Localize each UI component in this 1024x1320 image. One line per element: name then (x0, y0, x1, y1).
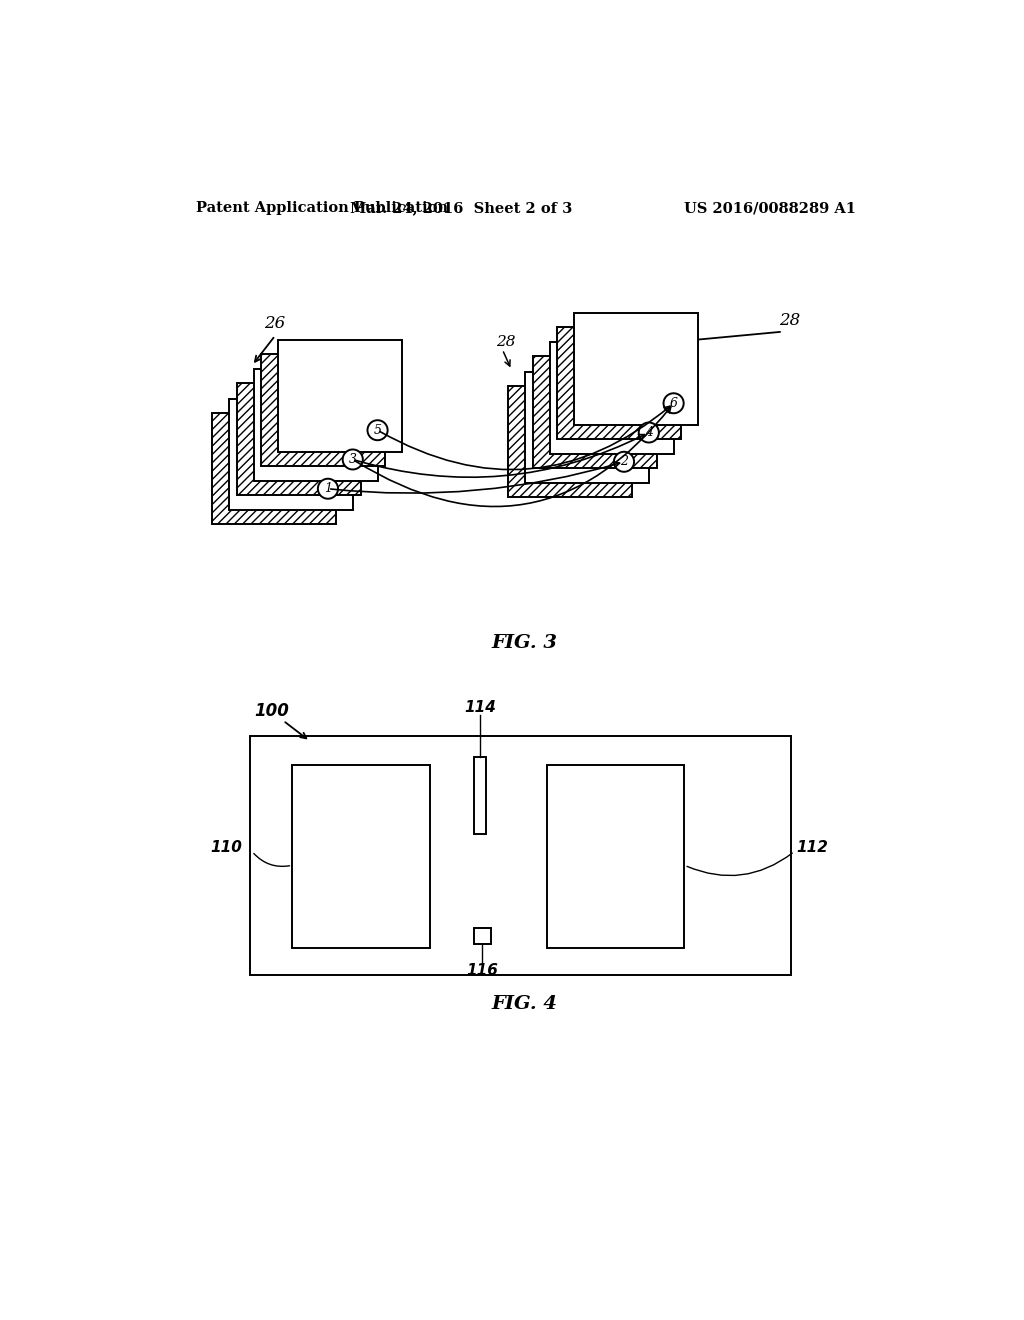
Text: 3: 3 (349, 453, 356, 466)
Text: 28: 28 (779, 312, 800, 329)
Text: 116: 116 (466, 964, 498, 978)
Bar (292, 766, 430, 948)
Text: Mar. 24, 2016  Sheet 2 of 3: Mar. 24, 2016 Sheet 2 of 3 (350, 202, 572, 215)
Bar (228, 399, 352, 511)
Text: FIG. 4: FIG. 4 (492, 995, 558, 1012)
Circle shape (317, 479, 338, 499)
Bar (212, 413, 336, 524)
Bar (474, 928, 490, 944)
Text: Patent Application Publication: Patent Application Publication (197, 202, 449, 215)
Bar (574, 313, 698, 425)
Bar (532, 356, 656, 469)
Text: 26: 26 (263, 315, 285, 333)
Circle shape (368, 420, 388, 441)
Text: 28: 28 (496, 335, 516, 348)
Text: 5: 5 (374, 424, 382, 437)
Bar (550, 342, 674, 454)
Bar (251, 737, 791, 974)
Circle shape (343, 449, 362, 470)
Text: 114: 114 (464, 700, 496, 715)
Text: 4: 4 (645, 426, 653, 440)
Text: 2: 2 (620, 455, 628, 469)
Circle shape (664, 393, 684, 413)
Bar (508, 385, 632, 498)
Text: 110: 110 (211, 840, 243, 855)
Circle shape (614, 451, 634, 471)
Text: 1: 1 (324, 482, 332, 495)
Bar (474, 758, 486, 834)
Text: FIG. 3: FIG. 3 (492, 635, 558, 652)
Bar (237, 383, 360, 495)
Bar (557, 327, 681, 438)
Text: 6: 6 (670, 397, 678, 409)
Bar (254, 370, 378, 480)
Circle shape (639, 422, 658, 442)
Text: US 2016/0088289 A1: US 2016/0088289 A1 (684, 202, 856, 215)
Text: 112: 112 (796, 840, 828, 855)
Bar (261, 354, 385, 466)
Bar (524, 372, 649, 483)
Text: 100: 100 (254, 702, 289, 721)
Bar (547, 766, 684, 948)
Bar (279, 341, 402, 451)
